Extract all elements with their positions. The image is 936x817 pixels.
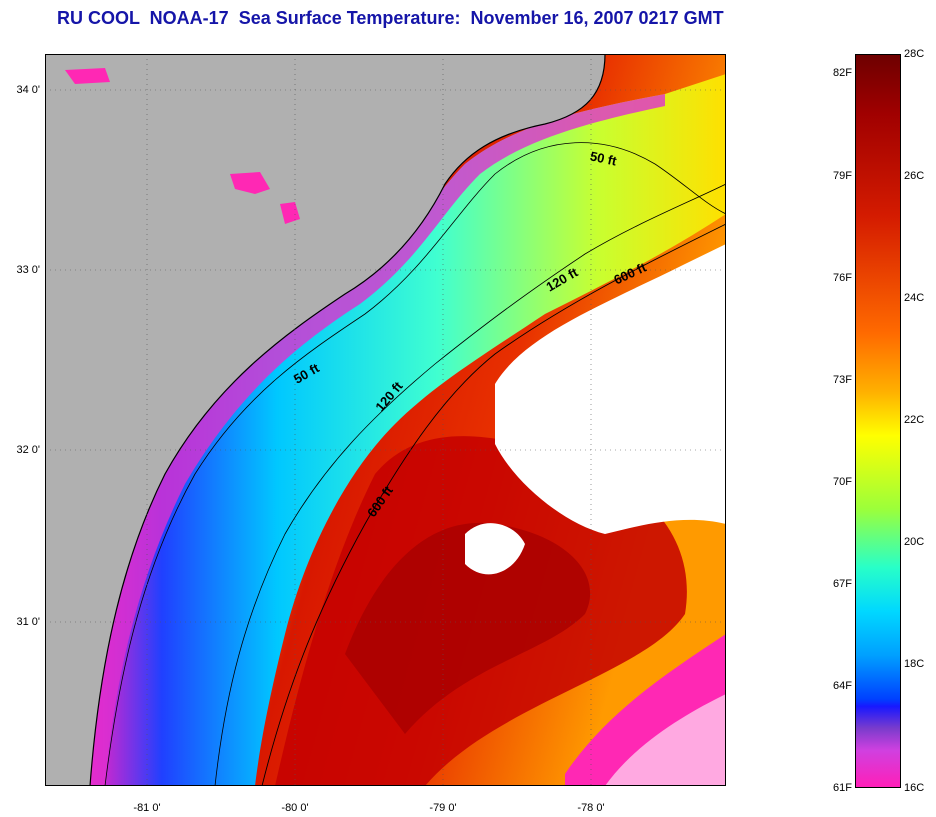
colorbar-label-f: 70F <box>833 476 852 488</box>
gulf-stream-hot-core <box>345 522 591 734</box>
isobath-120ft <box>214 183 726 786</box>
land-area <box>45 54 605 786</box>
cloud-cover <box>585 480 665 520</box>
colorbar-label-f: 73F <box>833 374 852 386</box>
sst-map-canvas <box>45 54 726 786</box>
coastline <box>89 54 606 786</box>
inland-lake <box>65 68 110 84</box>
colorbar-label-f: 76F <box>833 272 852 284</box>
graticule <box>45 54 726 786</box>
isobath-50ft <box>104 142 726 786</box>
temperature-colorbar <box>855 54 901 788</box>
inland-lake <box>230 172 270 194</box>
colorbar-label-f: 82F <box>833 67 852 79</box>
colorbar-label-c: 24C <box>904 292 925 304</box>
colorbar-label-c: 22C <box>904 414 925 426</box>
colorbar-label-f: 79F <box>833 170 852 182</box>
cloud-cover <box>495 244 726 534</box>
colorbar-label-c: 28C <box>904 48 925 60</box>
cloud-cover <box>605 694 726 786</box>
lon-label: -79 0' <box>429 802 457 814</box>
lat-label: 31 0' <box>16 616 40 628</box>
cloud-cover <box>465 523 525 575</box>
lon-label: -81 0' <box>133 802 161 814</box>
colorbar-label-c: 16C <box>904 782 925 794</box>
isobath-600ft <box>261 223 726 786</box>
cold-shelf-water <box>85 74 726 786</box>
map-border <box>45 54 726 786</box>
colorbar-label-c: 18C <box>904 658 925 670</box>
lon-label: -80 0' <box>281 802 309 814</box>
map-title: RU COOL NOAA-17 Sea Surface Temperature:… <box>57 8 724 28</box>
colorbar-label-f: 67F <box>833 578 852 590</box>
colorbar-label-c: 26C <box>904 170 925 182</box>
coastal-cold-band <box>85 94 665 786</box>
sst-map[interactable]: 50 ft 50 ft 120 ft 120 ft 600 ft 600 ft <box>45 54 726 786</box>
lat-label: 32 0' <box>16 444 40 456</box>
lat-label: 33 0' <box>16 264 40 276</box>
colorbar-label-c: 20C <box>904 536 925 548</box>
colorbar-label-f: 61F <box>833 782 852 794</box>
lon-label: -78 0' <box>577 802 605 814</box>
inland-lake <box>280 202 300 224</box>
lat-label: 34 0' <box>16 84 40 96</box>
colorbar-label-f: 64F <box>833 680 852 692</box>
